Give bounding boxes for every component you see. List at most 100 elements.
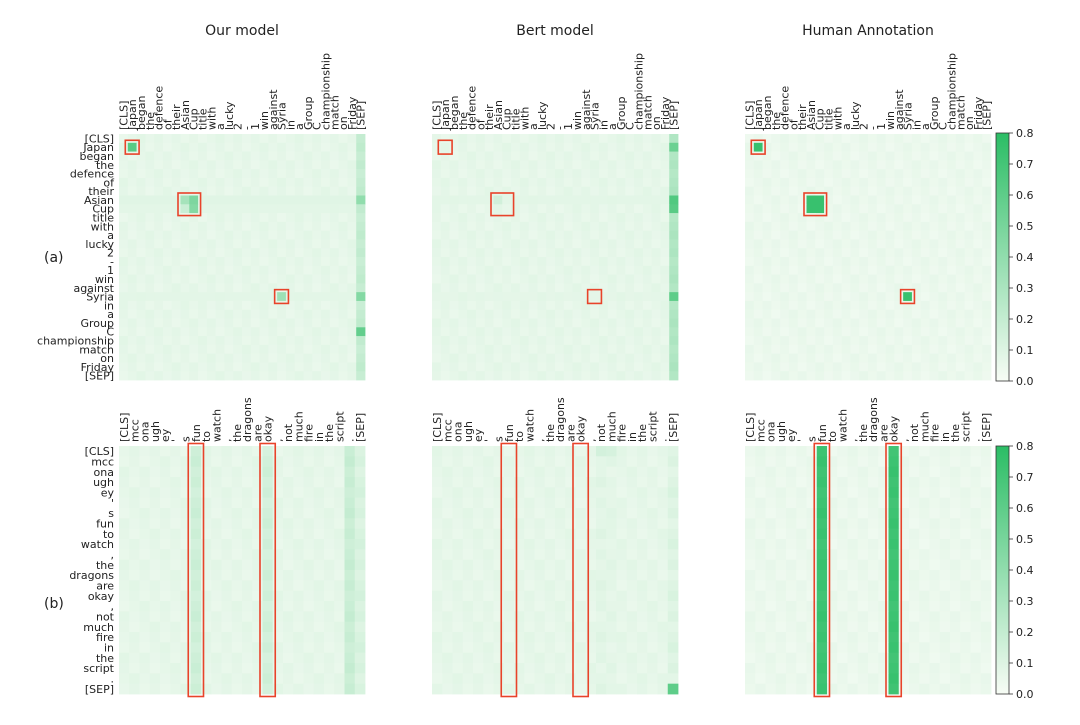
heatmap-cell [806,151,816,161]
heatmap-cell [514,508,525,519]
heatmap-cell [775,570,787,581]
heatmap-cell [642,336,653,346]
heatmap-cell [206,327,217,337]
x-tick-label: began [448,96,461,130]
y-tick-label: on [100,352,114,365]
heatmap-cell [797,344,807,355]
heatmap-cell [206,239,217,249]
heatmap-cell [190,528,202,540]
heatmap-cell [190,683,202,695]
colorbars: 0.00.10.20.30.40.50.60.70.80.00.10.20.30… [995,127,1034,701]
heatmap-cell [462,446,474,457]
heatmap-cell [129,477,140,488]
heatmap-cell [211,528,222,540]
heatmap-cell [129,580,140,592]
heatmap-cell [970,580,982,592]
heatmap-cell [303,160,313,170]
heatmap-cell [847,477,859,488]
heatmap-cell [162,204,173,214]
heatmap-cell [876,248,886,258]
heatmap-cell [878,508,889,519]
heatmap-cell [356,134,366,144]
heatmap-cell [303,177,313,188]
heatmap-cell [938,134,948,144]
heatmap-cell [170,683,181,695]
heatmap-cell [815,177,825,188]
heatmap-cell [475,177,486,188]
heatmap-cell [634,353,644,363]
heatmap-cell [272,621,284,633]
heatmap-cell [180,213,190,223]
heatmap-cell [669,257,679,267]
heatmap-cell [651,274,661,284]
heatmap-cell [850,257,860,267]
heatmap-cell [356,221,366,232]
heatmap-cell [215,265,225,275]
heatmap-cell [868,213,878,223]
heatmap-cell [452,683,464,695]
heatmap-cell [832,142,843,152]
heatmap-cell [483,539,494,550]
heatmap-cell [841,257,851,267]
x-tick-label: , [585,439,598,443]
heatmap-cell [534,487,546,499]
heatmap-cell [285,292,296,302]
heatmap-cell [259,204,269,214]
heatmap-cell [903,134,913,144]
heatmap-cell [816,466,828,478]
heatmap-cell [797,169,807,179]
heatmap-cell [129,528,140,540]
heatmap-cell [667,570,679,581]
heatmap-cell [242,239,252,249]
heatmap-cell [537,362,547,372]
heatmap-cell [511,221,521,232]
heatmap-cell [334,663,345,674]
heatmap-cell [170,456,181,468]
heatmap-cell [503,621,515,633]
heatmap-cell [127,283,137,293]
heatmap-cell [356,318,366,328]
heatmap-cell [841,195,851,205]
heatmap-cell [475,230,486,240]
heatmap-cell [555,257,565,267]
heatmap-cell [473,477,484,488]
heatmap-cell [250,195,260,205]
heatmap-cell [233,195,243,205]
heatmap-cell [745,642,756,654]
heatmap-cell [859,142,869,152]
heatmap-cell [546,362,556,372]
heatmap-cell [224,274,234,284]
heatmap-cell [484,344,494,355]
heatmap-cell [354,580,366,592]
heatmap-cell [607,283,617,293]
heatmap-cell [119,257,129,267]
heatmap-cell [590,300,600,311]
heatmap-cell [313,663,325,674]
heatmap-cell [347,265,357,275]
heatmap-cell [868,518,879,530]
heatmap-cell [888,652,900,664]
heatmap-cell [607,195,617,205]
heatmap-cell [149,477,161,488]
heatmap-cell [909,673,920,685]
heatmap-cell [806,204,816,214]
heatmap-cell [519,142,530,152]
heatmap-cell [964,239,974,249]
heatmap-cell [283,601,294,612]
heatmap-cell [837,559,848,571]
heatmap-cell [537,371,547,381]
heatmap-cell [868,292,878,302]
heatmap-cell [806,353,816,363]
heatmap-cell [544,621,556,633]
heatmap-cell [973,204,983,214]
heatmap-cell [868,642,879,654]
heatmap-cell [484,362,494,372]
heatmap-cell [262,590,274,602]
heatmap-cell [233,362,243,372]
heatmap-cell [669,318,679,328]
heatmap-cell [119,497,130,509]
heatmap-cell [642,177,653,188]
heatmap-cell [660,177,670,188]
heatmap-cell [462,570,474,581]
heatmap-cell [780,292,790,302]
